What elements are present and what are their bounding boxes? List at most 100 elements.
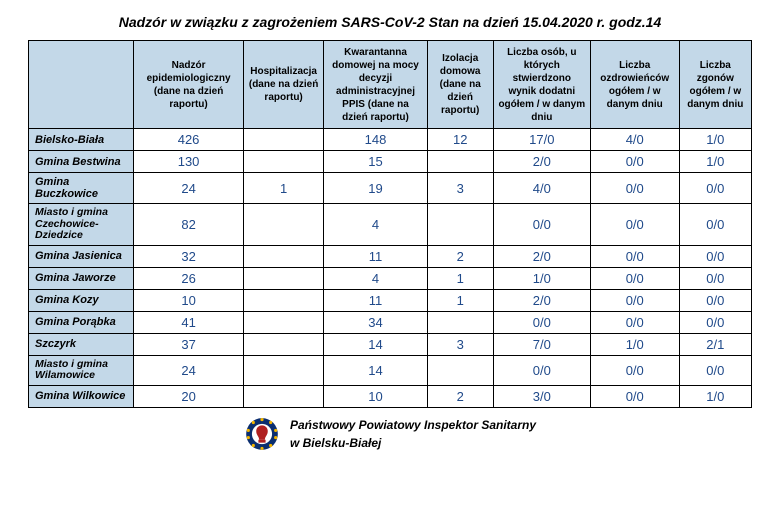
- col-header-hospitalizacja: Hospitalizacja (dane na dzień raportu): [243, 41, 324, 129]
- cell: 14: [324, 355, 427, 385]
- cell: 41: [134, 311, 243, 333]
- row-name: Gmina Bestwina: [29, 151, 134, 173]
- cell: 0/0: [590, 267, 679, 289]
- table-row: Gmina Jaworze26411/00/00/0: [29, 267, 752, 289]
- cell: [243, 355, 324, 385]
- cell: [427, 311, 493, 333]
- cell: 1/0: [493, 267, 590, 289]
- table-row: Gmina Kozy101112/00/00/0: [29, 289, 752, 311]
- table-row: Gmina Porąbka41340/00/00/0: [29, 311, 752, 333]
- row-name: Gmina Jasienica: [29, 245, 134, 267]
- cell: 34: [324, 311, 427, 333]
- page-title: Nadzór w związku z zagrożeniem SARS-CoV-…: [28, 14, 752, 30]
- cell: 2/0: [493, 289, 590, 311]
- cell: 24: [134, 173, 243, 204]
- cell: 4: [324, 267, 427, 289]
- table-row: Bielsko-Biała4261481217/04/01/0: [29, 129, 752, 151]
- col-header-izolacja: Izolacja domowa (dane na dzień raportu): [427, 41, 493, 129]
- col-header-kwarantanna: Kwarantanna domowej na mocy decyzji admi…: [324, 41, 427, 129]
- cell: 1/0: [590, 333, 679, 355]
- cell: [243, 151, 324, 173]
- footer-text: Państwowy Powiatowy Inspektor Sanitarny …: [290, 416, 536, 452]
- cell: [243, 204, 324, 246]
- cell: 4/0: [590, 129, 679, 151]
- cell: 1: [427, 267, 493, 289]
- cell: [243, 311, 324, 333]
- cell: 37: [134, 333, 243, 355]
- col-header-zgony: Liczba zgonów ogółem / w danym dniu: [679, 41, 751, 129]
- cell: 0/0: [590, 173, 679, 204]
- row-name: Szczyrk: [29, 333, 134, 355]
- table-row: Gmina Wilkowice201023/00/01/0: [29, 385, 752, 407]
- table-row: Miasto i gmina Czechowice-Dziedzice8240/…: [29, 204, 752, 246]
- table-row: Gmina Jasienica321122/00/00/0: [29, 245, 752, 267]
- cell: 0/0: [590, 311, 679, 333]
- cell: 24: [134, 355, 243, 385]
- cell: 26: [134, 267, 243, 289]
- cell: 2: [427, 245, 493, 267]
- col-header-nadzor: Nadzór epidemiologiczny (dane na dzień r…: [134, 41, 243, 129]
- cell: 0/0: [679, 245, 751, 267]
- table-row: Szczyrk371437/01/02/1: [29, 333, 752, 355]
- col-header-empty: [29, 41, 134, 129]
- cell: 0/0: [590, 204, 679, 246]
- cell: [243, 385, 324, 407]
- cell: [427, 355, 493, 385]
- table-body: Bielsko-Biała4261481217/04/01/0Gmina Bes…: [29, 129, 752, 408]
- row-name: Gmina Buczkowice: [29, 173, 134, 204]
- cell: 7/0: [493, 333, 590, 355]
- cell: 0/0: [679, 204, 751, 246]
- cell: 0/0: [590, 385, 679, 407]
- cell: 2/0: [493, 245, 590, 267]
- cell: 2/1: [679, 333, 751, 355]
- cell: 17/0: [493, 129, 590, 151]
- cell: [243, 333, 324, 355]
- footer: Państwowy Powiatowy Inspektor Sanitarny …: [28, 416, 752, 452]
- cell: 2/0: [493, 151, 590, 173]
- cell: 32: [134, 245, 243, 267]
- col-header-dodatni: Liczba osób, u których stwierdzono wynik…: [493, 41, 590, 129]
- cell: 1/0: [679, 385, 751, 407]
- col-header-ozdrowiency: Liczba ozdrowieńców ogółem / w danym dni…: [590, 41, 679, 129]
- cell: 0/0: [679, 311, 751, 333]
- row-name: Miasto i gmina Czechowice-Dziedzice: [29, 204, 134, 246]
- cell: [243, 267, 324, 289]
- cell: 1: [243, 173, 324, 204]
- cell: 15: [324, 151, 427, 173]
- cell: 0/0: [590, 245, 679, 267]
- emblem-icon: [244, 416, 280, 452]
- cell: 148: [324, 129, 427, 151]
- cell: 0/0: [590, 355, 679, 385]
- cell: 14: [324, 333, 427, 355]
- cell: 1/0: [679, 151, 751, 173]
- cell: [427, 204, 493, 246]
- row-name: Gmina Jaworze: [29, 267, 134, 289]
- cell: [243, 245, 324, 267]
- table-header-row: Nadzór epidemiologiczny (dane na dzień r…: [29, 41, 752, 129]
- cell: 4/0: [493, 173, 590, 204]
- cell: [243, 129, 324, 151]
- row-name: Gmina Wilkowice: [29, 385, 134, 407]
- cell: 0/0: [493, 311, 590, 333]
- cell: 2: [427, 385, 493, 407]
- row-name: Gmina Kozy: [29, 289, 134, 311]
- cell: [243, 289, 324, 311]
- cell: 4: [324, 204, 427, 246]
- table-row: Gmina Buczkowice2411934/00/00/0: [29, 173, 752, 204]
- cell: 3/0: [493, 385, 590, 407]
- cell: 0/0: [679, 173, 751, 204]
- cell: 1/0: [679, 129, 751, 151]
- cell: 0/0: [590, 151, 679, 173]
- cell: 0/0: [679, 289, 751, 311]
- footer-line2: w Bielsku-Białej: [290, 434, 536, 452]
- cell: 130: [134, 151, 243, 173]
- row-name: Miasto i gmina Wilamowice: [29, 355, 134, 385]
- cell: 19: [324, 173, 427, 204]
- table-row: Miasto i gmina Wilamowice24140/00/00/0: [29, 355, 752, 385]
- cell: 0/0: [493, 204, 590, 246]
- cell: 11: [324, 289, 427, 311]
- cell: 1: [427, 289, 493, 311]
- cell: [427, 151, 493, 173]
- cell: 426: [134, 129, 243, 151]
- covid-table: Nadzór epidemiologiczny (dane na dzień r…: [28, 40, 752, 408]
